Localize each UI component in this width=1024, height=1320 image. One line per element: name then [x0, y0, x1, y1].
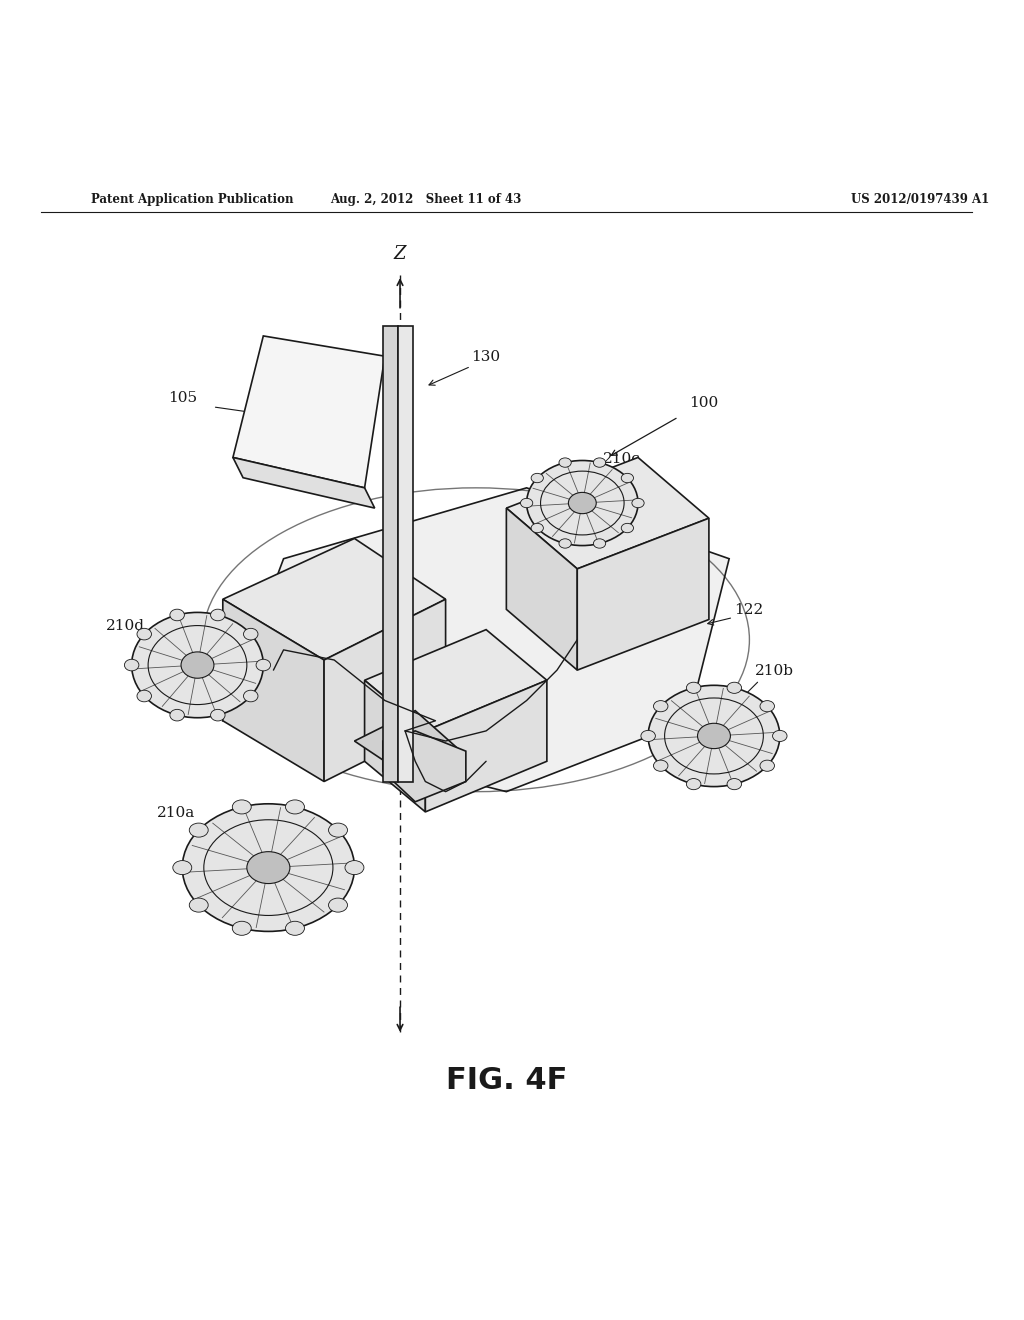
Polygon shape: [232, 458, 375, 508]
Polygon shape: [354, 710, 461, 781]
Polygon shape: [223, 539, 445, 660]
Ellipse shape: [648, 685, 780, 787]
Polygon shape: [506, 508, 578, 671]
Ellipse shape: [232, 921, 251, 936]
Ellipse shape: [760, 701, 774, 711]
Polygon shape: [223, 488, 729, 792]
Ellipse shape: [345, 861, 364, 875]
Ellipse shape: [189, 824, 208, 837]
Ellipse shape: [686, 682, 700, 693]
Ellipse shape: [559, 539, 571, 548]
Ellipse shape: [727, 779, 741, 789]
Polygon shape: [506, 458, 709, 569]
Ellipse shape: [181, 652, 214, 678]
Ellipse shape: [593, 539, 605, 548]
Ellipse shape: [182, 804, 354, 932]
Text: 105: 105: [168, 391, 197, 405]
Ellipse shape: [247, 851, 290, 883]
Polygon shape: [365, 680, 425, 812]
Ellipse shape: [760, 760, 774, 771]
Ellipse shape: [132, 612, 263, 718]
Ellipse shape: [170, 610, 184, 620]
Ellipse shape: [170, 709, 184, 721]
Ellipse shape: [568, 492, 596, 513]
Ellipse shape: [531, 474, 544, 483]
Polygon shape: [232, 335, 385, 488]
Ellipse shape: [686, 779, 700, 789]
Polygon shape: [223, 599, 324, 781]
Ellipse shape: [622, 474, 634, 483]
Ellipse shape: [520, 499, 532, 508]
Ellipse shape: [256, 659, 270, 671]
Polygon shape: [383, 326, 398, 781]
Text: 210c: 210c: [602, 451, 640, 466]
Ellipse shape: [653, 760, 668, 771]
Ellipse shape: [622, 523, 634, 533]
Ellipse shape: [653, 701, 668, 711]
Ellipse shape: [137, 690, 152, 702]
Ellipse shape: [173, 861, 191, 875]
Text: 210a: 210a: [157, 807, 196, 820]
Text: Aug. 2, 2012   Sheet 11 of 43: Aug. 2, 2012 Sheet 11 of 43: [330, 193, 521, 206]
Ellipse shape: [632, 499, 644, 508]
Ellipse shape: [559, 458, 571, 467]
Text: Z: Z: [394, 246, 407, 263]
Text: 210d: 210d: [106, 619, 145, 632]
Ellipse shape: [244, 628, 258, 640]
Polygon shape: [425, 680, 547, 812]
Ellipse shape: [772, 730, 787, 742]
Polygon shape: [383, 731, 466, 801]
Polygon shape: [398, 326, 414, 781]
Ellipse shape: [189, 898, 208, 912]
Ellipse shape: [593, 458, 605, 467]
Polygon shape: [578, 519, 709, 671]
Ellipse shape: [531, 523, 544, 533]
Text: Patent Application Publication: Patent Application Publication: [91, 193, 294, 206]
Ellipse shape: [727, 682, 741, 693]
Text: US 2012/0197439 A1: US 2012/0197439 A1: [851, 193, 989, 206]
Polygon shape: [324, 599, 445, 781]
Ellipse shape: [211, 709, 225, 721]
Ellipse shape: [329, 898, 347, 912]
Text: 100: 100: [689, 396, 718, 409]
Ellipse shape: [124, 659, 139, 671]
Ellipse shape: [329, 824, 347, 837]
Polygon shape: [365, 630, 547, 731]
Ellipse shape: [211, 610, 225, 620]
Ellipse shape: [286, 921, 304, 936]
Text: 210b: 210b: [755, 664, 794, 678]
Ellipse shape: [641, 730, 655, 742]
Ellipse shape: [244, 690, 258, 702]
Ellipse shape: [286, 800, 304, 814]
Ellipse shape: [526, 461, 638, 545]
Ellipse shape: [697, 723, 730, 748]
Ellipse shape: [137, 628, 152, 640]
Text: 130: 130: [471, 350, 500, 364]
Text: FIG. 4F: FIG. 4F: [445, 1065, 567, 1094]
Ellipse shape: [232, 800, 251, 814]
Text: 122: 122: [734, 603, 764, 618]
